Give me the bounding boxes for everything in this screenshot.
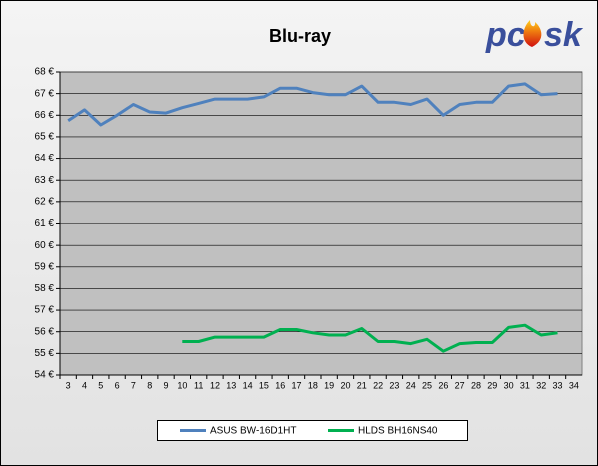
y-tick-label: 61 € xyxy=(35,218,55,229)
y-tick-label: 58 € xyxy=(35,283,55,294)
x-tick-label: 3 xyxy=(66,380,71,390)
y-tick-label: 63 € xyxy=(35,175,55,186)
logo-left: pc xyxy=(485,16,526,54)
x-tick-label: 15 xyxy=(259,380,269,390)
x-tick-label: 30 xyxy=(504,380,514,390)
y-tick-label: 66 € xyxy=(35,110,55,121)
x-tick-label: 10 xyxy=(177,380,187,390)
x-tick-label: 4 xyxy=(82,380,87,390)
y-tick-label: 67 € xyxy=(35,88,55,99)
y-tick-label: 56 € xyxy=(35,326,55,337)
y-tick-label: 62 € xyxy=(35,196,55,207)
series-line xyxy=(182,323,558,353)
x-tick-label: 23 xyxy=(389,380,399,390)
logo-flame xyxy=(523,20,542,47)
x-tick-label: 26 xyxy=(438,380,448,390)
x-tick-label: 20 xyxy=(340,380,350,390)
y-tick-label: 57 € xyxy=(35,305,55,316)
legend-label: HLDS BH16NS40 xyxy=(358,426,438,437)
x-tick-label: 11 xyxy=(194,380,203,390)
y-tick-label: 65 € xyxy=(35,132,55,143)
legend-label: ASUS BW-16D1HT xyxy=(210,426,297,437)
x-tick-label: 18 xyxy=(308,380,318,390)
legend xyxy=(157,420,468,441)
x-tick-label: 24 xyxy=(406,380,416,390)
y-tick-label: 55 € xyxy=(35,348,55,359)
x-tick-label: 29 xyxy=(487,380,497,390)
x-tick-label: 19 xyxy=(324,380,334,390)
x-tick-label: 16 xyxy=(275,380,285,390)
x-tick-label: 28 xyxy=(471,380,481,390)
x-tick-label: 8 xyxy=(147,380,152,390)
x-tick-label: 12 xyxy=(210,380,220,390)
x-tick-label: 14 xyxy=(243,380,253,390)
x-tick-label: 5 xyxy=(98,380,103,390)
x-tick-label: 27 xyxy=(455,380,465,390)
y-tick-label: 59 € xyxy=(35,261,55,272)
y-tick-label: 60 € xyxy=(35,240,55,251)
y-tick-label: 68 € xyxy=(35,67,55,78)
x-tick-label: 33 xyxy=(553,380,563,390)
logo-right: sk xyxy=(544,16,584,54)
x-tick-label: 34 xyxy=(569,380,579,390)
chart-title: Blu-ray xyxy=(269,26,331,46)
x-tick-label: 22 xyxy=(373,380,383,390)
x-tick-label: 21 xyxy=(357,380,367,390)
y-tick-label: 54 € xyxy=(35,370,55,381)
y-tick-label: 64 € xyxy=(35,153,55,164)
x-tick-label: 17 xyxy=(292,380,302,390)
x-tick-label: 7 xyxy=(131,380,136,390)
x-tick-label: 9 xyxy=(164,380,169,390)
x-tick-label: 32 xyxy=(536,380,546,390)
x-tick-label: 6 xyxy=(115,380,120,390)
series-line xyxy=(67,82,558,127)
x-tick-label: 31 xyxy=(520,380,530,390)
logo: pc sk xyxy=(485,16,584,54)
x-tick-label: 13 xyxy=(226,380,236,390)
x-tick-label: 25 xyxy=(422,380,432,390)
